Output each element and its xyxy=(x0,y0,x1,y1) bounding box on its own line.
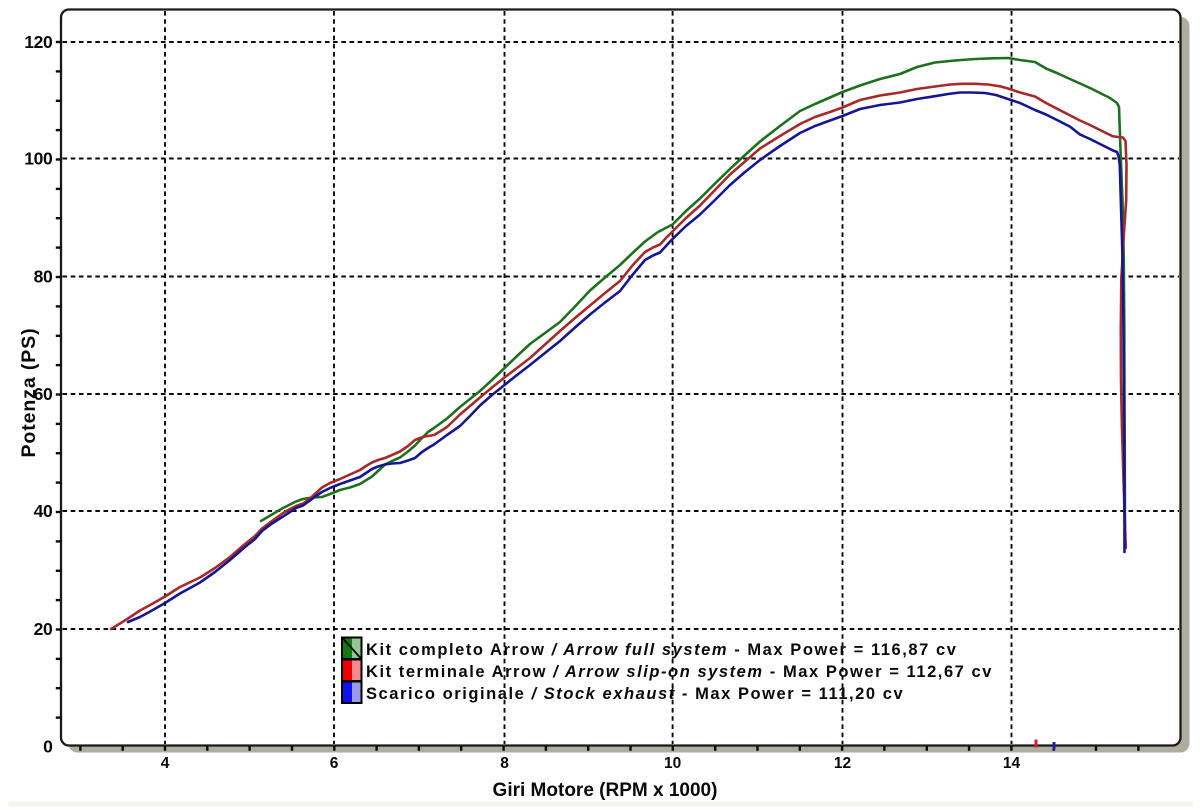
svg-text:100: 100 xyxy=(24,149,53,169)
svg-text:40: 40 xyxy=(34,501,53,521)
svg-text:8: 8 xyxy=(500,755,509,772)
svg-text:12: 12 xyxy=(834,755,851,772)
svg-text:Kit completo Arrow / Arrow ful: Kit completo Arrow / Arrow full system -… xyxy=(366,641,957,659)
svg-text:0: 0 xyxy=(43,737,53,757)
svg-text:10: 10 xyxy=(664,755,681,772)
svg-text:Scarico originale / Stock exha: Scarico originale / Stock exhaust - Max … xyxy=(366,685,904,703)
svg-text:6: 6 xyxy=(330,755,339,772)
svg-text:60: 60 xyxy=(34,384,53,404)
svg-text:Giri Motore (RPM x 1000): Giri Motore (RPM x 1000) xyxy=(493,780,718,801)
svg-text:120: 120 xyxy=(24,32,53,52)
svg-text:20: 20 xyxy=(34,619,53,639)
svg-text:Kit terminale Arrow / Arrow sl: Kit terminale Arrow / Arrow slip-on syst… xyxy=(366,663,993,681)
svg-text:14: 14 xyxy=(1003,755,1021,772)
svg-text:80: 80 xyxy=(34,267,53,287)
svg-text:4: 4 xyxy=(161,755,170,772)
svg-text:Potenza (PS): Potenza (PS) xyxy=(18,328,40,458)
